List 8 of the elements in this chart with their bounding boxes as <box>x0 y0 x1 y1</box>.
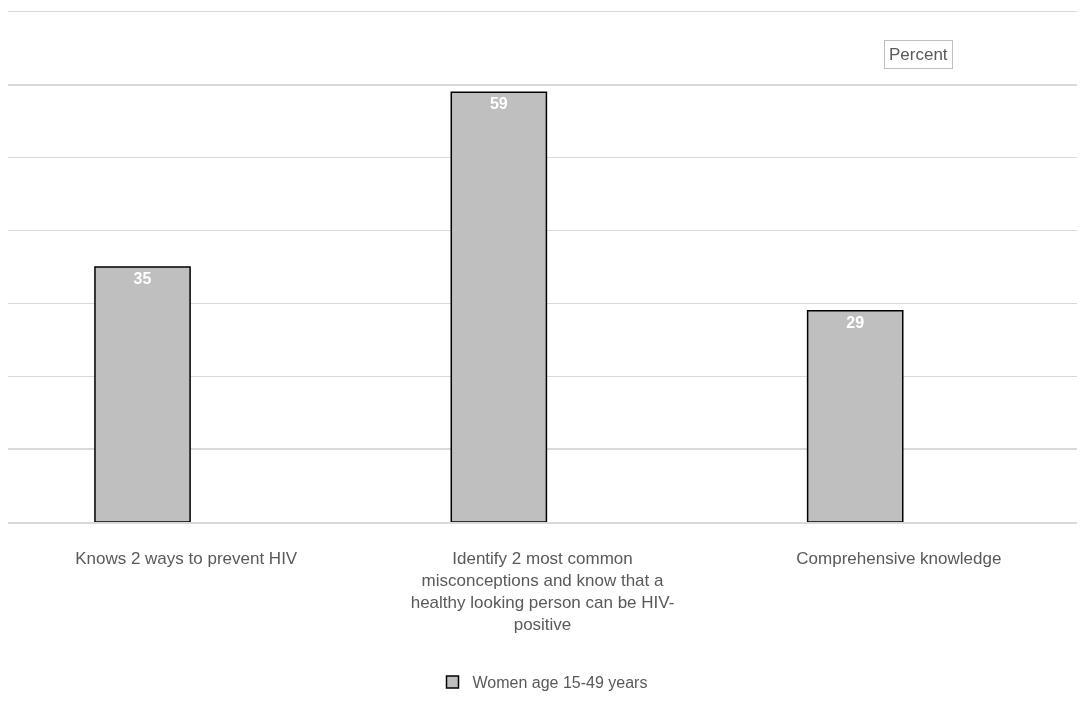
data-label: 35 <box>133 270 152 287</box>
x-tick-label: Identify 2 most common misconceptions and know that a healthy looking person can be HIV-positive <box>410 548 675 635</box>
data-label: 29 <box>846 313 865 331</box>
legend-label: Women age 15-49 years <box>472 674 648 692</box>
x-tick-label: Comprehensive knowledge <box>796 548 1002 568</box>
x-tick-label: Knows 2 ways to prevent HIV <box>75 548 298 568</box>
annotation: Percent <box>889 45 948 64</box>
data-label: 59 <box>489 95 508 113</box>
